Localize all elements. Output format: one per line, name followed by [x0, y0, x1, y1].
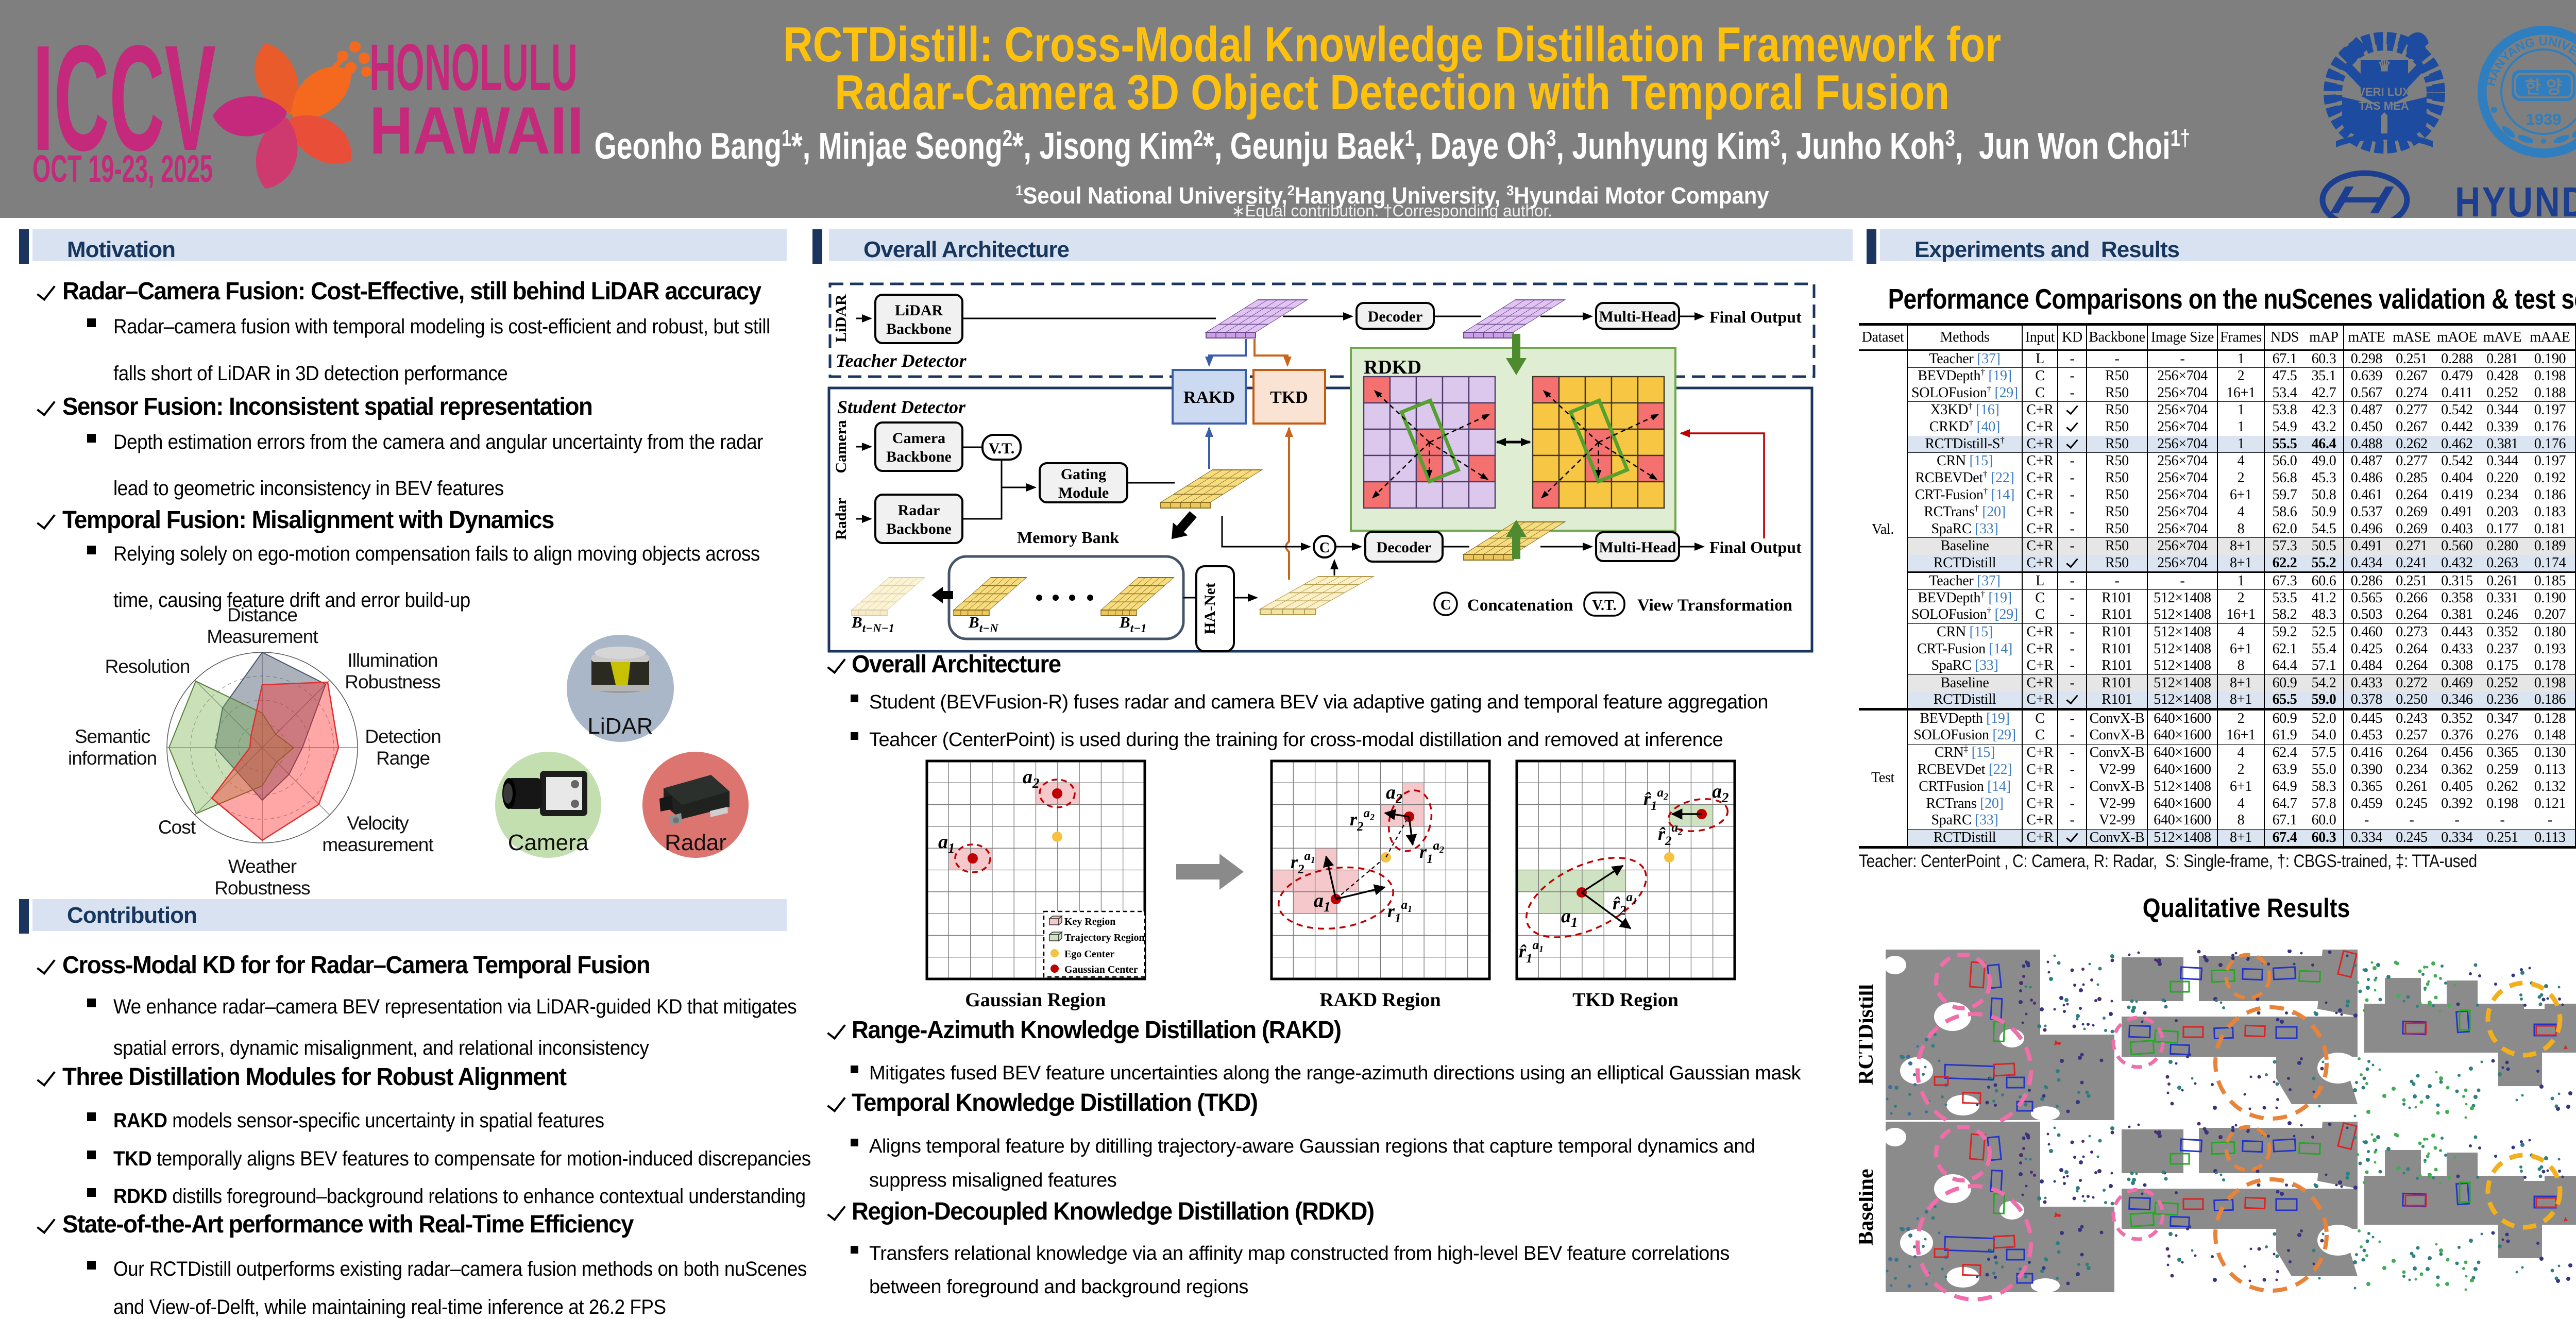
svg-text:TKD: TKD: [1270, 388, 1308, 407]
svg-text:Velocity: Velocity: [347, 813, 409, 834]
svg-text:RAKD Region: RAKD Region: [1319, 989, 1440, 1011]
svg-text:HYUNDAI: HYUNDAI: [2455, 179, 2576, 218]
svg-text:C: C: [1440, 597, 1451, 613]
svg-text:LiDAR: LiDAR: [833, 294, 850, 343]
svg-text:Bt−1: Bt−1: [1119, 613, 1147, 635]
svg-text:ICCV: ICCV: [32, 14, 216, 182]
svg-text:Camera: Camera: [508, 830, 589, 855]
svg-text:Illumination: Illumination: [347, 650, 437, 671]
svg-text:OCT 19-23, 2025: OCT 19-23, 2025: [32, 147, 213, 190]
svg-text:RDKD: RDKD: [1364, 357, 1421, 378]
svg-text:RAKD: RAKD: [1183, 388, 1235, 407]
svg-text:V.T.: V.T.: [1592, 598, 1616, 614]
svg-text:Memory Bank: Memory Bank: [1017, 528, 1119, 547]
svg-text:Radar: Radar: [898, 502, 940, 519]
svg-text:Resolution: Resolution: [105, 656, 190, 677]
svg-text:한 양: 한 양: [2525, 78, 2562, 97]
svg-text:Trajectory Region: Trajectory Region: [1064, 932, 1145, 943]
svg-text:Multi-Head: Multi-Head: [1599, 539, 1676, 556]
svg-text:LiDAR: LiDAR: [895, 302, 943, 319]
svg-text:Teacher Detector: Teacher Detector: [836, 350, 967, 371]
svg-text:View Transformation: View Transformation: [1637, 596, 1792, 615]
svg-text:Gaussian Center: Gaussian Center: [1064, 964, 1138, 975]
svg-text:Robustness: Robustness: [345, 671, 440, 692]
svg-text:measurement: measurement: [322, 834, 434, 855]
svg-text:Backbone: Backbone: [886, 320, 952, 337]
svg-text:HA-Net: HA-Net: [1201, 583, 1218, 634]
svg-text:Final Output: Final Output: [1709, 538, 1802, 556]
svg-text:♛: ♛: [2378, 58, 2392, 75]
svg-text:a2: a2: [1023, 766, 1040, 791]
svg-text:Radar: Radar: [833, 498, 850, 540]
svg-text:TKD Region: TKD Region: [1572, 989, 1679, 1011]
svg-text:Backbone: Backbone: [886, 448, 952, 465]
svg-text:LiDAR: LiDAR: [587, 714, 653, 739]
svg-text:Measurement: Measurement: [207, 626, 318, 647]
svg-text:Cost: Cost: [158, 817, 196, 838]
svg-text:information: information: [68, 748, 157, 769]
svg-text:TAS MEA: TAS MEA: [2359, 99, 2409, 112]
svg-text:C: C: [1319, 540, 1330, 556]
svg-text:Bt−N: Bt−N: [968, 613, 999, 635]
svg-text:Gating: Gating: [1061, 466, 1106, 483]
svg-text:Range: Range: [376, 748, 430, 769]
svg-text:1939: 1939: [2526, 110, 2562, 128]
svg-text:HAWAII: HAWAII: [369, 93, 584, 168]
svg-text:Decoder: Decoder: [1368, 308, 1423, 325]
svg-text:Concatenation: Concatenation: [1467, 596, 1573, 615]
svg-text:Bt−N−1: Bt−N−1: [851, 613, 894, 635]
svg-text:Semantic: Semantic: [75, 726, 150, 747]
svg-text:Baseline: Baseline: [1859, 1169, 1878, 1245]
svg-text:Student Detector: Student Detector: [837, 397, 966, 417]
svg-text:VERI LUX: VERI LUX: [2358, 86, 2410, 98]
svg-text:Final Output: Final Output: [1709, 308, 1802, 326]
svg-text:Key Region: Key Region: [1064, 916, 1115, 927]
svg-text:Decoder: Decoder: [1377, 539, 1432, 556]
svg-text:Camera: Camera: [892, 430, 945, 447]
svg-text:Backbone: Backbone: [886, 520, 952, 537]
svg-text:Radar: Radar: [665, 830, 726, 855]
svg-text:Weather: Weather: [228, 856, 297, 877]
svg-text:Camera: Camera: [833, 420, 850, 473]
svg-text:Detection: Detection: [365, 726, 440, 747]
svg-text:a1: a1: [938, 831, 955, 856]
svg-text:Multi-Head: Multi-Head: [1599, 308, 1676, 325]
svg-text:Ego Center: Ego Center: [1064, 949, 1114, 960]
svg-text:RCTDistill: RCTDistill: [1859, 984, 1878, 1085]
svg-text:V.T.: V.T.: [989, 440, 1015, 457]
svg-text:Module: Module: [1058, 484, 1109, 501]
svg-text:Distance: Distance: [227, 604, 297, 625]
svg-text:HONOLULU: HONOLULU: [369, 31, 578, 105]
svg-text:Gaussian Region: Gaussian Region: [965, 989, 1106, 1011]
svg-text:Robustness: Robustness: [214, 877, 310, 899]
